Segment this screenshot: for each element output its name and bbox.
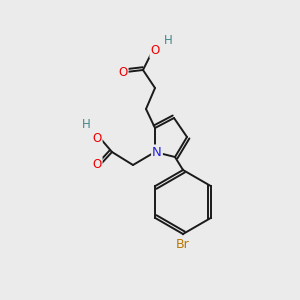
Text: H: H: [82, 118, 90, 131]
Text: O: O: [92, 131, 102, 145]
Text: Br: Br: [176, 238, 190, 250]
Text: N: N: [152, 146, 162, 158]
Text: H: H: [164, 34, 172, 46]
Text: O: O: [92, 158, 102, 170]
Text: O: O: [150, 44, 160, 58]
Text: O: O: [118, 65, 127, 79]
